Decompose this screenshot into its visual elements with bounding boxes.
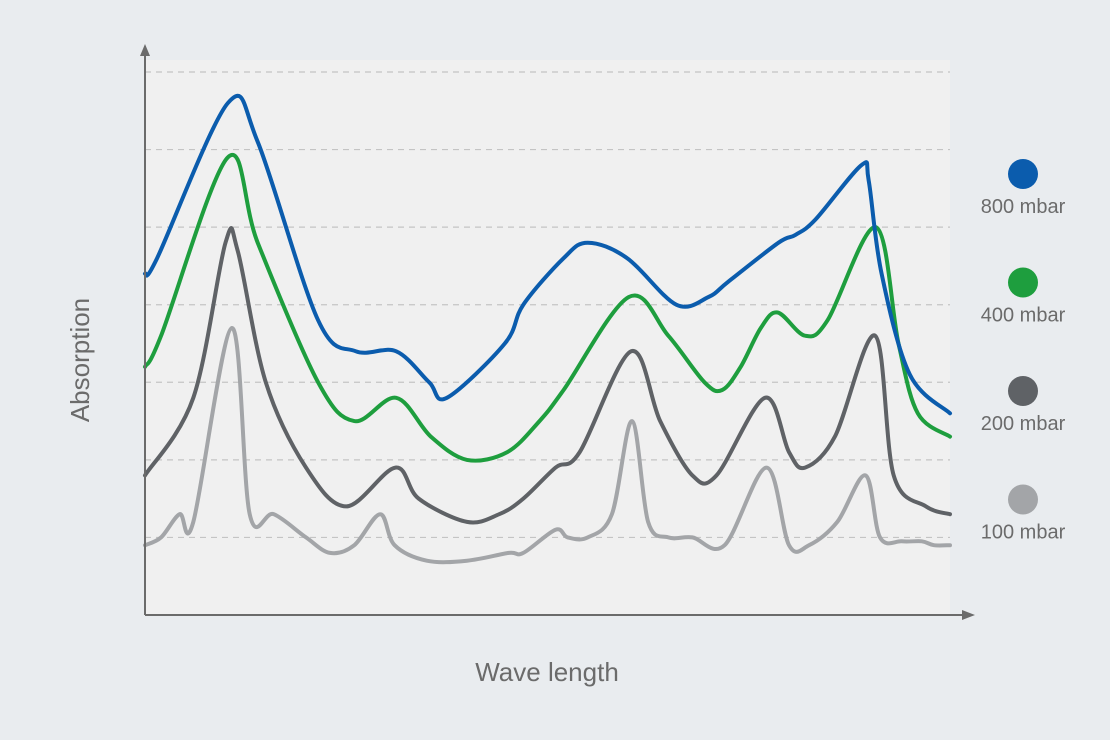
grid-lines <box>145 71 950 539</box>
series-lines <box>143 93 952 565</box>
legend-swatch <box>1008 484 1038 515</box>
y-axis-arrow-icon <box>140 44 150 56</box>
legend-label: 100 mbar <box>981 522 1066 544</box>
y-axis-title: Absorption <box>65 298 95 422</box>
axes <box>140 44 975 620</box>
legend-swatch <box>1008 159 1038 189</box>
legend-label: 800 mbar <box>981 196 1066 218</box>
legend-label: 400 mbar <box>981 305 1066 327</box>
x-axis-arrow-icon <box>962 610 975 620</box>
legend: 800 mbar 400 mbar 200 mbar 100 mbar <box>981 159 1066 544</box>
series-line-100-mbar <box>143 325 952 565</box>
legend-swatch <box>1008 267 1038 298</box>
plot-area <box>145 60 950 615</box>
legend-label: 200 mbar <box>981 413 1066 435</box>
series-line-200-mbar <box>143 226 952 525</box>
series-line-800-mbar <box>143 93 952 416</box>
legend-swatch <box>1008 376 1038 406</box>
x-axis-title: Wave length <box>475 657 619 687</box>
series-line-400-mbar <box>143 153 952 463</box>
